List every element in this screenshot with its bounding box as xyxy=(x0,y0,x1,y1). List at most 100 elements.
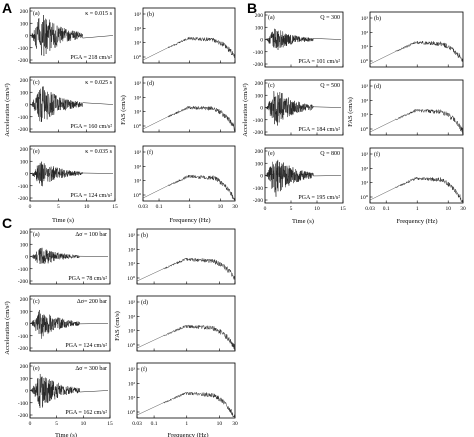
y-tick-label: 10² xyxy=(128,381,136,387)
x-tick-label: 0.1 xyxy=(383,206,390,212)
y-tick-label: 10² xyxy=(361,30,369,36)
xlabel-frequency-a: Frequency (Hz) xyxy=(170,217,211,224)
fas-panel-a-1: 10³ 10² 10¹ 10⁰ (d) xyxy=(133,76,236,133)
y-tick-label: 10⁰ xyxy=(127,275,136,282)
fas-panel-a-2: 10³ 10² 10¹ 10⁰ 0.03 0.1 1 10 30 (f) xyxy=(133,145,238,210)
panel-parameter: κ = 0.015 s xyxy=(85,11,112,17)
panel-frame xyxy=(142,76,236,133)
pga-label: PGA = 218 cm/s² xyxy=(70,55,112,61)
y-tick-label: -100 xyxy=(253,186,263,192)
y-tick-label: 10³ xyxy=(134,81,142,87)
group-label-c: C xyxy=(2,215,12,231)
y-tick-label: -100 xyxy=(18,334,28,340)
x-tick-label: 10 xyxy=(314,206,320,212)
x-tick-label: 10 xyxy=(217,421,223,427)
x-tick-label: 1 xyxy=(188,204,191,210)
panel-frame xyxy=(142,7,236,64)
y-tick-label: 0 xyxy=(25,172,28,178)
waveform-series xyxy=(30,247,109,264)
xlabel-frequency-c: Frequency (Hz) xyxy=(168,432,209,437)
y-tick-label: 10² xyxy=(134,95,142,101)
time-panel-a-0: 200 100 0 -100 -200 (a) κ = 0.015 s PGA = 218 c… xyxy=(18,7,116,64)
panel-letter: (b) xyxy=(141,232,148,239)
panel-letter: (c) xyxy=(268,82,275,89)
x-tick-label: 0.1 xyxy=(151,421,158,427)
xlabel-time-b: Time (s) xyxy=(292,218,314,225)
y-tick-label: 10¹ xyxy=(134,110,142,116)
y-tick-label: 200 xyxy=(20,364,29,370)
pga-label: PGA = 101 cm/s² xyxy=(298,59,340,65)
pga-label: PGA = 124 cm/s² xyxy=(65,343,107,349)
y-tick-label: -100 xyxy=(18,115,28,121)
panel-frame xyxy=(369,79,464,136)
y-tick-label: 10² xyxy=(134,164,142,170)
y-tick-label: 10¹ xyxy=(361,181,369,187)
y-tick-label: 200 xyxy=(20,297,29,303)
y-tick-label: 100 xyxy=(255,161,264,167)
y-tick-label: 200 xyxy=(255,13,264,19)
y-tick-label: 10³ xyxy=(134,12,142,18)
fas-panel-b-2: 10³ 10² 10¹ 10⁰ 0.03 0.1 1 10 30 (f) xyxy=(360,147,466,212)
pga-label: PGA = 162 cm/s² xyxy=(65,410,107,416)
y-tick-label: 10⁰ xyxy=(360,126,369,133)
fas-panel-b-0: 10³ 10² 10¹ 10⁰ (b) xyxy=(360,11,464,68)
y-tick-label: 0 xyxy=(25,103,28,109)
spectrum-series xyxy=(142,174,235,201)
panel-parameter: κ = 0.025 s xyxy=(85,80,112,86)
y-tick-label: 10⁰ xyxy=(133,192,142,199)
x-tick-label: 10 xyxy=(81,421,87,427)
pga-label: PGA = 184 cm/s² xyxy=(298,127,340,133)
ylabel-fas-b: FAS (cm/s) xyxy=(347,97,354,127)
spectrum-series xyxy=(136,324,236,350)
fas-panel-c-0: 10³ 10² 10¹ 10⁰ (b) xyxy=(127,228,236,285)
panel-letter: (a) xyxy=(33,231,40,238)
x-tick-label: 15 xyxy=(107,421,113,427)
x-tick-label: 30 xyxy=(232,421,238,427)
y-tick-label: -200 xyxy=(18,58,28,64)
waveform-series xyxy=(265,91,342,126)
y-tick-label: -200 xyxy=(253,62,263,68)
y-tick-label: 100 xyxy=(20,159,29,165)
xlabel-time-c: Time (s) xyxy=(55,432,77,437)
panel-letter: (a) xyxy=(33,10,40,17)
x-tick-label: 0.03 xyxy=(132,421,142,427)
y-tick-label: 10³ xyxy=(361,152,369,158)
y-tick-label: -200 xyxy=(18,279,28,285)
panel-parameter: κ = 0.035 s xyxy=(85,149,112,155)
y-tick-label: 10¹ xyxy=(361,113,369,119)
panel-letter: (c) xyxy=(33,79,40,86)
time-panel-c-0: 200 100 0 -100 -200 (a) Δσ = 100 bar PGA = 78 c… xyxy=(18,228,111,285)
y-tick-label: -200 xyxy=(253,198,263,204)
spectrum-series xyxy=(142,36,236,61)
ylabel-acceleration-c: Acceleration (cm/s²) xyxy=(4,301,11,354)
x-tick-label: 0 xyxy=(264,206,267,212)
y-tick-label: 10³ xyxy=(128,300,136,306)
time-panel-b-0: 200 100 0 -100 -200 (a) Q = 300 PGA = 101 cm/s² xyxy=(253,11,344,68)
y-tick-label: 10⁰ xyxy=(133,123,142,130)
y-tick-label: -100 xyxy=(18,267,28,273)
y-tick-label: 0 xyxy=(260,38,263,44)
y-tick-label: 200 xyxy=(20,78,29,84)
y-tick-label: -200 xyxy=(253,130,263,136)
y-tick-label: 10¹ xyxy=(128,396,136,402)
y-tick-label: 10¹ xyxy=(128,329,136,335)
y-tick-label: -200 xyxy=(18,196,28,202)
y-tick-label: -100 xyxy=(18,46,28,52)
x-tick-label: 0 xyxy=(29,421,32,427)
time-panel-c-1: 200 100 0 -100 -200 (c) Δσ= 200 bar PGA = 124 c… xyxy=(18,295,111,352)
spectrum-series xyxy=(369,40,464,65)
x-tick-label: 15 xyxy=(112,204,118,210)
y-tick-label: 10³ xyxy=(361,16,369,22)
panel-parameter: Q = 800 xyxy=(320,151,340,157)
panel-parameter: Δσ= 200 bar xyxy=(77,299,107,305)
y-tick-label: 200 xyxy=(255,81,264,87)
spectrum-series xyxy=(369,176,463,203)
fas-panel-c-2: 10³ 10² 10¹ 10⁰ 0.03 0.1 1 10 30 (f) xyxy=(127,362,238,427)
fas-panel-b-1: 10³ 10² 10¹ 10⁰ (d) xyxy=(360,79,464,136)
panel-letter: (f) xyxy=(147,149,153,156)
y-tick-label: 200 xyxy=(20,147,29,153)
y-tick-label: 10³ xyxy=(128,367,136,373)
y-tick-label: 10² xyxy=(361,166,369,172)
